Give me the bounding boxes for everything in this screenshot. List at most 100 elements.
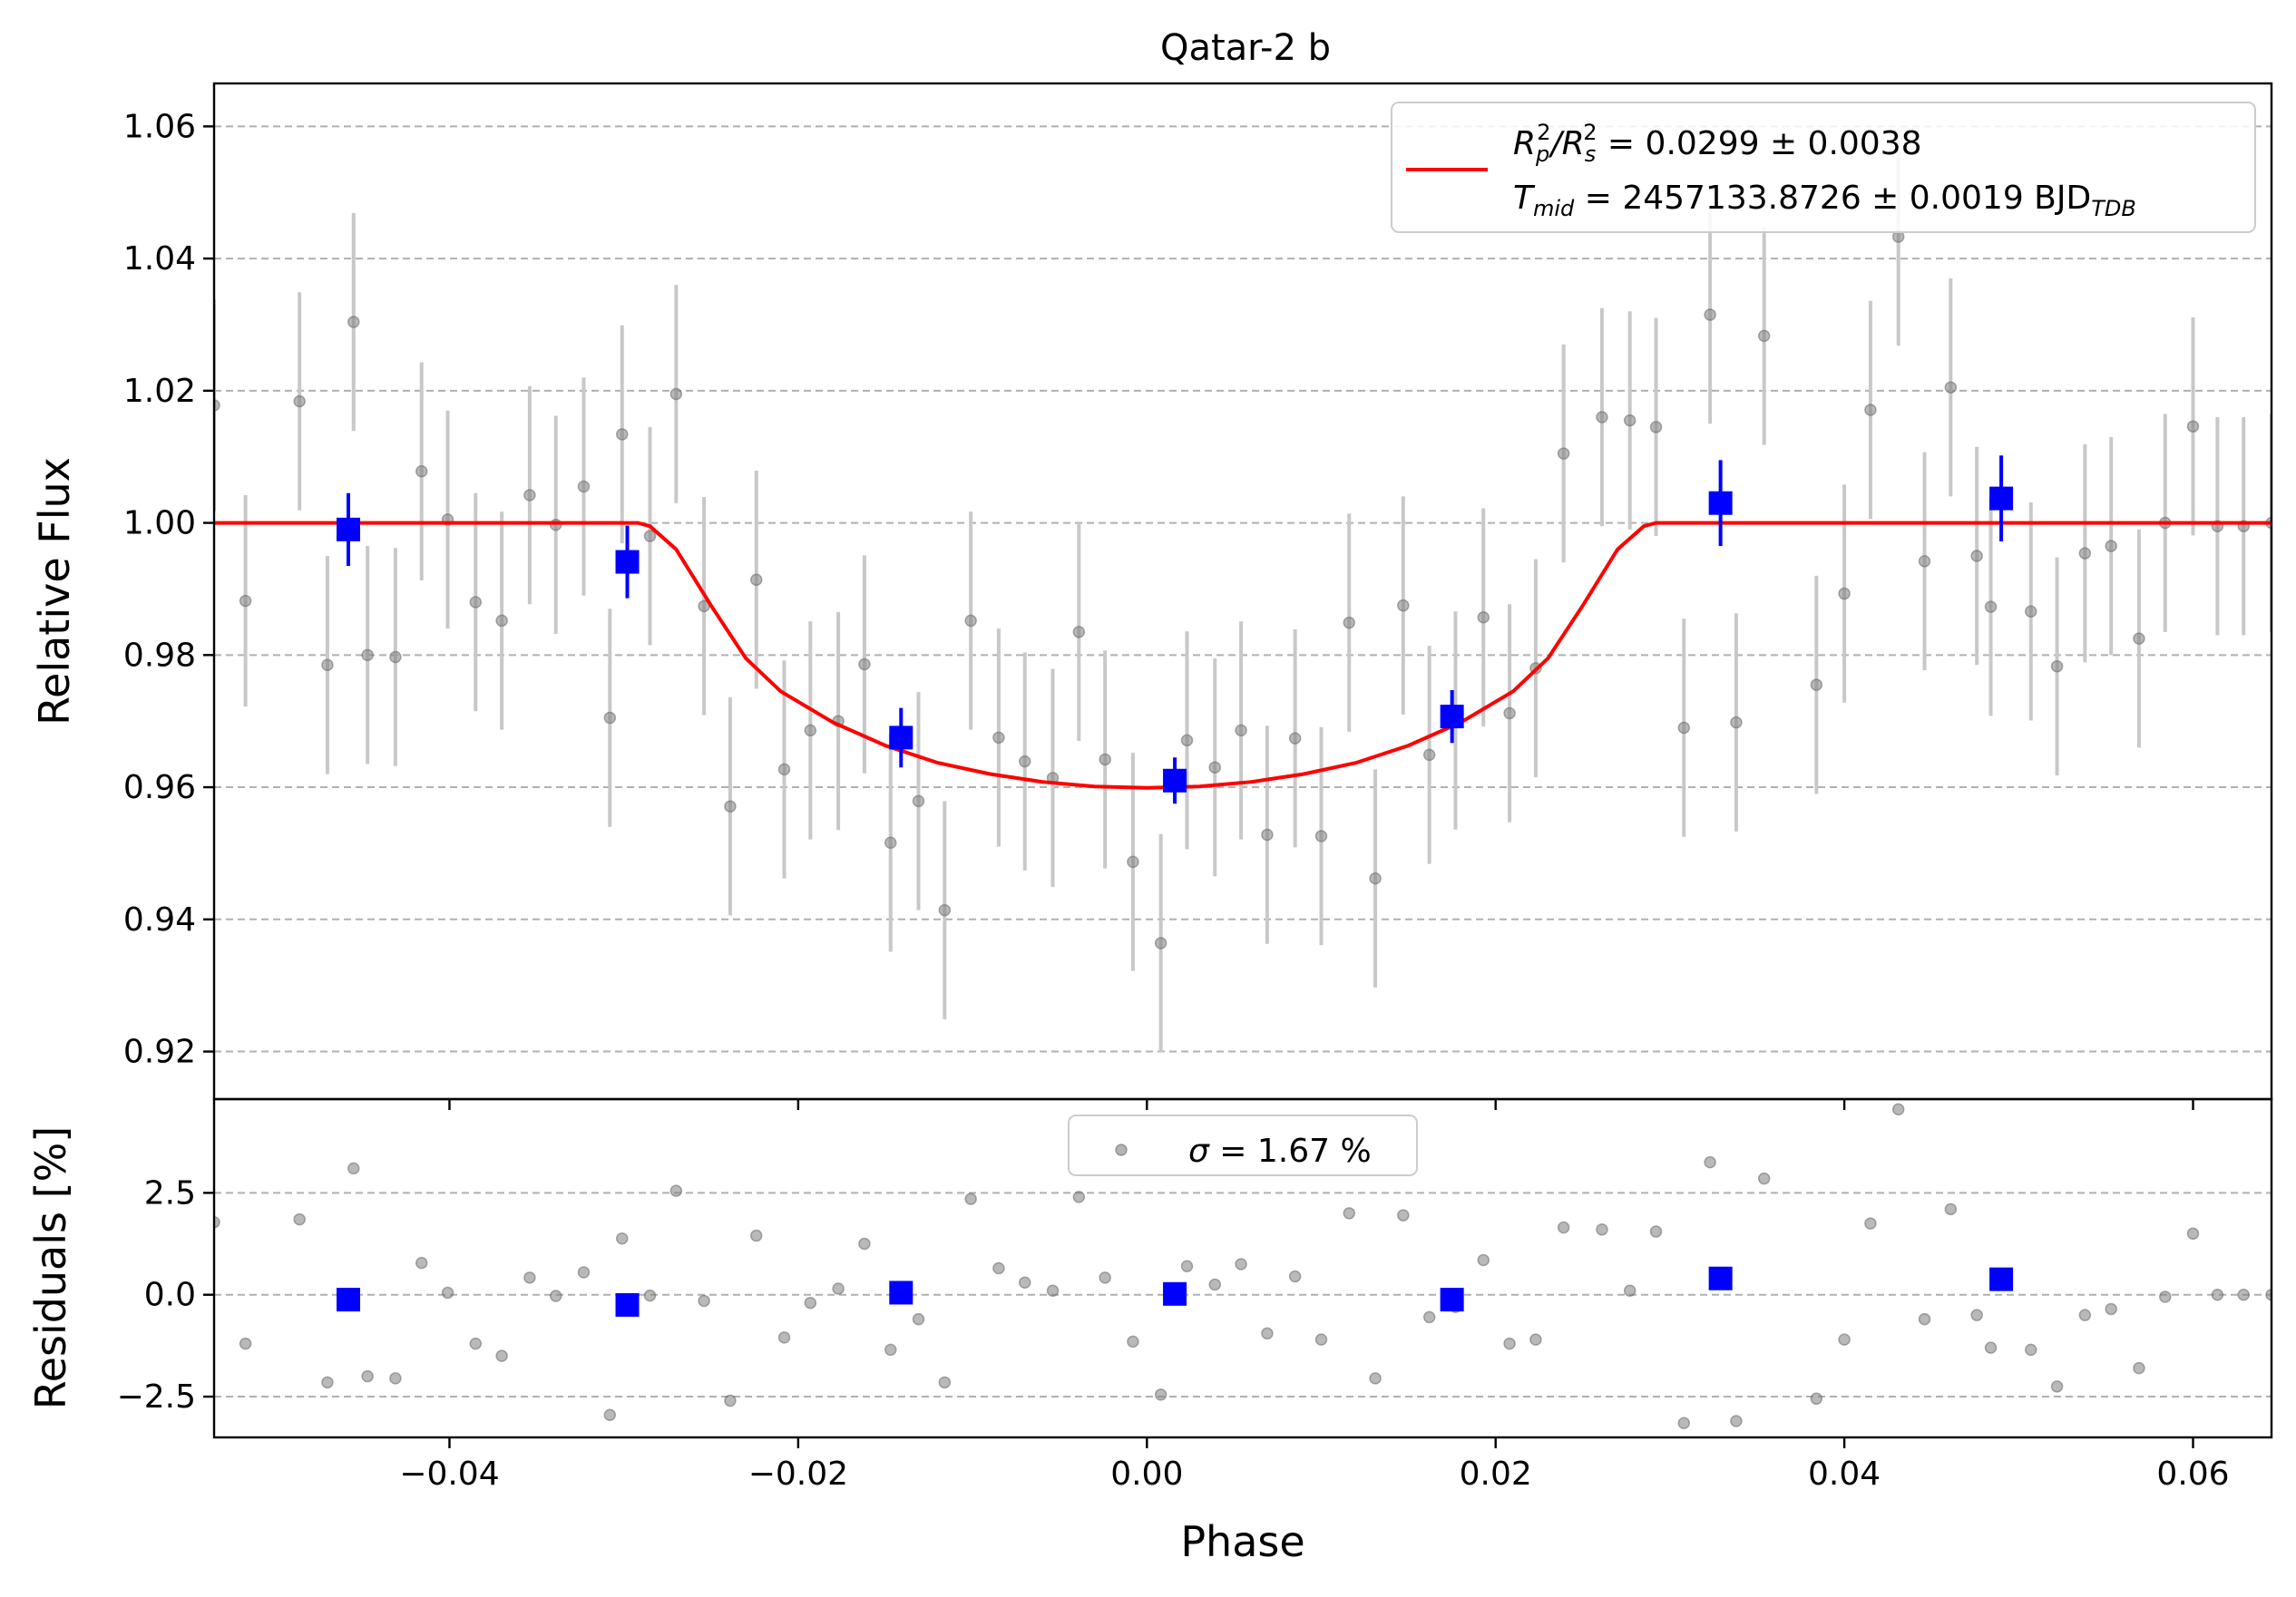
residuals-raw-point [1369, 1372, 1382, 1385]
flux-raw-point [2025, 605, 2037, 618]
flux-raw-point [1180, 734, 1194, 747]
flux-raw-point [1623, 414, 1637, 427]
residuals-raw-point [1596, 1223, 1608, 1236]
residuals-raw-point [912, 1312, 925, 1326]
residuals-raw-point [239, 1337, 252, 1350]
flux-raw-point [964, 614, 977, 628]
flux-raw-point [293, 394, 306, 408]
flux-y-tick-label: 1.02 [123, 373, 196, 410]
residuals-raw-point [1180, 1260, 1194, 1273]
residuals-raw-point [698, 1294, 710, 1308]
residuals-raw-point [2105, 1302, 2117, 1316]
residuals-raw-point [2237, 1288, 2250, 1301]
x-tick-label: 0.02 [1460, 1456, 1532, 1493]
flux-raw-point [669, 387, 683, 401]
residuals-y-tick-label: −2.5 [117, 1378, 196, 1416]
flux-raw-point [1369, 872, 1382, 885]
residuals-raw-point [1288, 1270, 1302, 1283]
flux-raw-point [1838, 587, 1851, 600]
residuals-raw-point [1235, 1258, 1247, 1271]
residuals-raw-point [1757, 1172, 1771, 1185]
residuals-binned-point [615, 1292, 640, 1317]
residuals-raw-point [523, 1271, 536, 1284]
residuals-raw-point [1208, 1278, 1221, 1291]
residuals-axes-frame [212, 1097, 2273, 1439]
residuals-raw-point [1649, 1225, 1663, 1238]
residuals-panel: −2.5 0.0 2.5 −0.04 −0.02 0.00 0.02 0.04 0.06 Re… [26, 1097, 2273, 1566]
flux-raw-point [1018, 755, 1031, 768]
residuals-raw-point [321, 1376, 334, 1389]
flux-raw-point [2078, 547, 2092, 560]
residuals-raw-point [1046, 1284, 1060, 1297]
flux-raw-point [616, 428, 629, 441]
residuals-y-ticks: −2.5 0.0 2.5 [117, 1174, 214, 1416]
residuals-raw-point [804, 1296, 817, 1310]
flux-raw-point [938, 903, 952, 917]
residuals-raw-point [2159, 1290, 2172, 1303]
residuals-raw-point [884, 1343, 897, 1357]
flux-raw-point [643, 530, 657, 542]
residuals-raw-point [964, 1193, 977, 1205]
x-ticks: −0.04 −0.02 0.00 0.02 0.04 0.06 [399, 1099, 2230, 1493]
flux-legend-box [1391, 102, 2256, 233]
residuals-raw-point [2078, 1309, 2092, 1321]
residuals-legend-label: σ = 1.67 % [1188, 1133, 1372, 1170]
residuals-y-tick-label: 2.5 [144, 1174, 196, 1212]
flux-raw-point [214, 399, 220, 412]
residuals-raw-point [832, 1282, 845, 1295]
residuals-binned-point [889, 1281, 914, 1305]
residuals-raw-point [415, 1256, 428, 1270]
residuals-raw-point [1072, 1191, 1086, 1203]
residuals-raw-point [293, 1212, 306, 1226]
residuals-raw-point [1314, 1333, 1328, 1346]
flux-raw-point [603, 711, 617, 725]
residuals-y-axis-label: Residuals [%] [26, 1126, 75, 1409]
residuals-raw-point [1891, 1103, 1905, 1115]
residuals-raw-point [1838, 1333, 1851, 1346]
residuals-binned-points [336, 1266, 2014, 1317]
x-axis-label: Phase [1180, 1517, 1304, 1566]
flux-binned-points [336, 455, 2014, 804]
flux-raw-point [1343, 616, 1355, 629]
flux-raw-point [549, 519, 562, 531]
residuals-raw-point [214, 1215, 220, 1229]
flux-raw-point [1918, 555, 1931, 568]
flux-raw-point [415, 464, 428, 478]
flux-raw-point [1503, 706, 1516, 720]
flux-raw-point [1288, 732, 1302, 745]
transit-model-curve [214, 521, 2272, 790]
flux-raw-point [750, 573, 763, 586]
residuals-raw-point [1984, 1341, 1998, 1354]
flux-raw-point [1557, 447, 1570, 460]
residuals-raw-point [1154, 1388, 1168, 1401]
flux-raw-point [2050, 659, 2064, 673]
flux-raw-point [1677, 721, 1691, 735]
flux-raw-point [884, 836, 897, 850]
residuals-raw-point [992, 1261, 1005, 1275]
flux-raw-point [495, 614, 508, 628]
flux-y-axis-label: Relative Flux [30, 457, 79, 725]
legend-mid-transit-time: Tmid = 2457133.8726 ± 0.0019 BJDTDB [1513, 180, 2136, 221]
residuals-raw-point [1422, 1310, 1436, 1324]
flux-raw-point [858, 657, 871, 671]
flux-raw-point [2105, 540, 2117, 552]
flux-raw-point [1208, 761, 1221, 774]
flux-y-tick-label: 1.00 [123, 505, 196, 542]
residuals-raw-point [777, 1331, 791, 1344]
residuals-binned-point [1708, 1266, 1733, 1290]
residuals-raw-point [1810, 1392, 1823, 1406]
residuals-raw-point [495, 1349, 508, 1362]
residuals-raw-point [2050, 1380, 2064, 1393]
residuals-raw-point [1018, 1276, 1031, 1289]
flux-raw-point [1704, 308, 1716, 321]
flux-raw-point [469, 596, 483, 609]
flux-raw-point [912, 794, 925, 808]
flux-raw-point [1730, 716, 1743, 729]
residuals-raw-point [347, 1162, 360, 1175]
residuals-legend-marker [1115, 1144, 1128, 1156]
residuals-raw-point [441, 1286, 454, 1300]
flux-raw-point [389, 650, 402, 664]
residuals-binned-point [1989, 1267, 2014, 1291]
residuals-raw-point [750, 1229, 763, 1242]
